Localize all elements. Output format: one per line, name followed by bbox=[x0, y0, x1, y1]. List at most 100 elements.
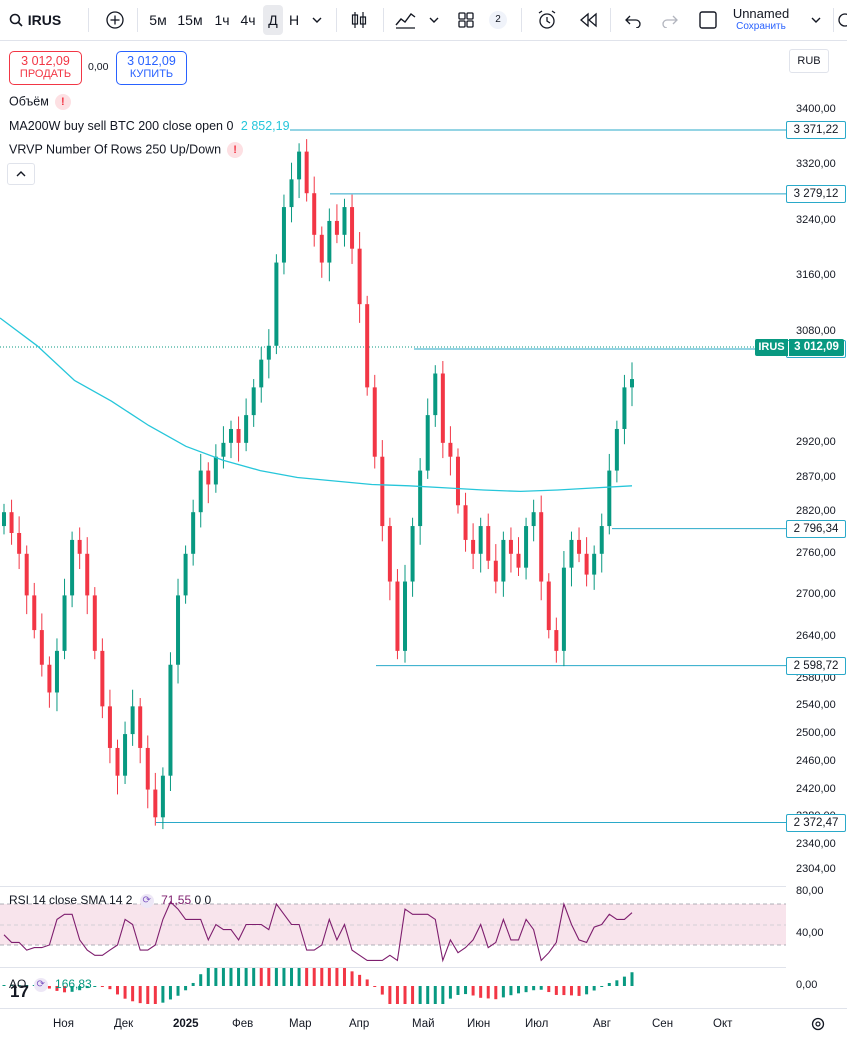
ao-bar bbox=[403, 986, 407, 1004]
ao-bar bbox=[221, 968, 225, 986]
time-axis-label: Окт bbox=[713, 1018, 733, 1030]
interval-day[interactable]: Д bbox=[263, 5, 283, 35]
candle-body bbox=[501, 539, 506, 582]
volume-label: Объём bbox=[9, 94, 49, 109]
buy-button[interactable]: 3 012,09 КУПИТЬ bbox=[116, 51, 187, 85]
volume-legend[interactable]: Объём! bbox=[9, 94, 71, 110]
rsi-label: RSI 14 close SMA 14 2 bbox=[9, 893, 133, 907]
layout-button[interactable] bbox=[452, 0, 480, 40]
ao-bar bbox=[365, 979, 369, 986]
price-axis-label: 2340,00 bbox=[796, 838, 836, 851]
rsi-legend[interactable]: RSI 14 close SMA 14 2 ⟳ 71,55 0 0 bbox=[9, 893, 211, 908]
ao-bar bbox=[607, 982, 611, 986]
price-level-label: 2 796,34 bbox=[786, 519, 846, 538]
indicators-dropdown[interactable] bbox=[424, 0, 444, 40]
ao-bar bbox=[274, 968, 278, 986]
indicators-button[interactable] bbox=[392, 0, 418, 40]
candle-body bbox=[592, 553, 597, 575]
candle-body bbox=[365, 304, 370, 388]
settings-button[interactable] bbox=[836, 0, 847, 40]
refresh-icon[interactable]: ⟳ bbox=[33, 977, 48, 992]
candle-body bbox=[614, 428, 619, 471]
tv-logo-icon[interactable]: 17 bbox=[10, 982, 29, 1001]
ao-bar bbox=[290, 968, 294, 986]
candle-body bbox=[176, 595, 181, 665]
candle-body bbox=[327, 220, 332, 263]
candles-icon bbox=[351, 12, 367, 28]
ao-bar bbox=[184, 986, 188, 991]
interval-4h[interactable]: 4ч bbox=[236, 0, 260, 40]
interval-dropdown[interactable] bbox=[306, 0, 328, 40]
alert-button[interactable] bbox=[533, 0, 561, 40]
level-lines bbox=[156, 129, 786, 824]
chevron-up-icon bbox=[16, 171, 26, 177]
interval-1h[interactable]: 1ч bbox=[210, 0, 234, 40]
compare-symbol-button[interactable] bbox=[101, 0, 129, 40]
candle-body bbox=[100, 650, 105, 707]
ao-legend[interactable]: AO ⟳ 166,83 bbox=[9, 977, 92, 992]
candle-body bbox=[17, 532, 22, 554]
ao-bar bbox=[176, 986, 180, 996]
candle-body bbox=[380, 456, 385, 527]
grid-icon bbox=[458, 12, 474, 28]
ao-bar bbox=[471, 986, 475, 996]
ao-bar bbox=[108, 986, 112, 990]
interval-week[interactable]: Н bbox=[285, 0, 303, 40]
buy-price: 3 012,09 bbox=[127, 54, 176, 68]
collapse-legend-button[interactable] bbox=[7, 163, 35, 185]
candle-body bbox=[198, 470, 203, 513]
time-axis-label: Сен bbox=[652, 1018, 674, 1030]
layout-menu-dropdown[interactable] bbox=[806, 0, 826, 40]
ao-bar bbox=[17, 985, 21, 986]
ao-bar bbox=[267, 968, 271, 986]
ao-bar bbox=[312, 968, 316, 986]
last-price-tag: 3 012,09 bbox=[789, 339, 844, 356]
interval-label: 1ч bbox=[214, 12, 230, 28]
candle-body bbox=[584, 553, 589, 575]
vrvp-label: VRVP Number Of Rows 250 Up/Down bbox=[9, 142, 222, 157]
symbol-search-button[interactable]: IRUS bbox=[6, 0, 64, 40]
layouts-count-badge[interactable]: 2 bbox=[487, 0, 509, 40]
layout-checkbox[interactable] bbox=[695, 0, 721, 40]
candle-body bbox=[39, 630, 44, 665]
ao-bar bbox=[569, 986, 573, 996]
ao-histogram bbox=[2, 968, 634, 1004]
currency-select[interactable]: RUB bbox=[789, 49, 829, 73]
ao-bar bbox=[411, 986, 415, 1004]
replay-button[interactable] bbox=[574, 0, 602, 40]
ao-bar bbox=[388, 986, 392, 1004]
candle-body bbox=[24, 553, 29, 596]
refresh-icon[interactable]: ⟳ bbox=[139, 893, 154, 908]
candle-body bbox=[274, 262, 279, 346]
candle-body bbox=[62, 595, 67, 651]
price-axis-label: 2500,00 bbox=[796, 727, 836, 740]
candle-body bbox=[599, 526, 604, 554]
layout-name-block[interactable]: Unnamed Сохранить bbox=[728, 6, 794, 32]
warning-icon[interactable]: ! bbox=[54, 94, 71, 110]
warning-icon[interactable]: ! bbox=[227, 142, 244, 158]
sell-button[interactable]: 3 012,09 ПРОДАТЬ bbox=[9, 51, 82, 85]
candles bbox=[2, 139, 634, 830]
ao-bar bbox=[153, 986, 157, 1004]
save-link[interactable]: Сохранить bbox=[736, 21, 786, 32]
redo-icon bbox=[662, 15, 678, 28]
rsi-value: 71,55 bbox=[161, 893, 192, 907]
chart-type-button[interactable] bbox=[344, 0, 374, 40]
interval-5m[interactable]: 5м bbox=[145, 0, 171, 40]
candle-body bbox=[448, 442, 453, 457]
candle-body bbox=[123, 734, 128, 776]
badge-count: 2 bbox=[489, 11, 507, 29]
rewind-icon bbox=[580, 12, 597, 28]
candle-body bbox=[425, 415, 430, 471]
candle-body bbox=[524, 526, 529, 568]
redo-button[interactable] bbox=[657, 0, 683, 40]
ma-legend[interactable]: MA200W buy sell BTC 200 close open 0 2 8… bbox=[9, 119, 290, 133]
candle-body bbox=[516, 553, 521, 568]
interval-15m[interactable]: 15м bbox=[174, 0, 206, 40]
symbol-name: IRUS bbox=[27, 12, 62, 28]
vrvp-legend[interactable]: VRVP Number Of Rows 250 Up/Down! bbox=[9, 142, 244, 158]
undo-button[interactable] bbox=[620, 0, 646, 40]
time-axis-settings[interactable] bbox=[810, 1016, 826, 1037]
ao-bar bbox=[297, 968, 301, 986]
